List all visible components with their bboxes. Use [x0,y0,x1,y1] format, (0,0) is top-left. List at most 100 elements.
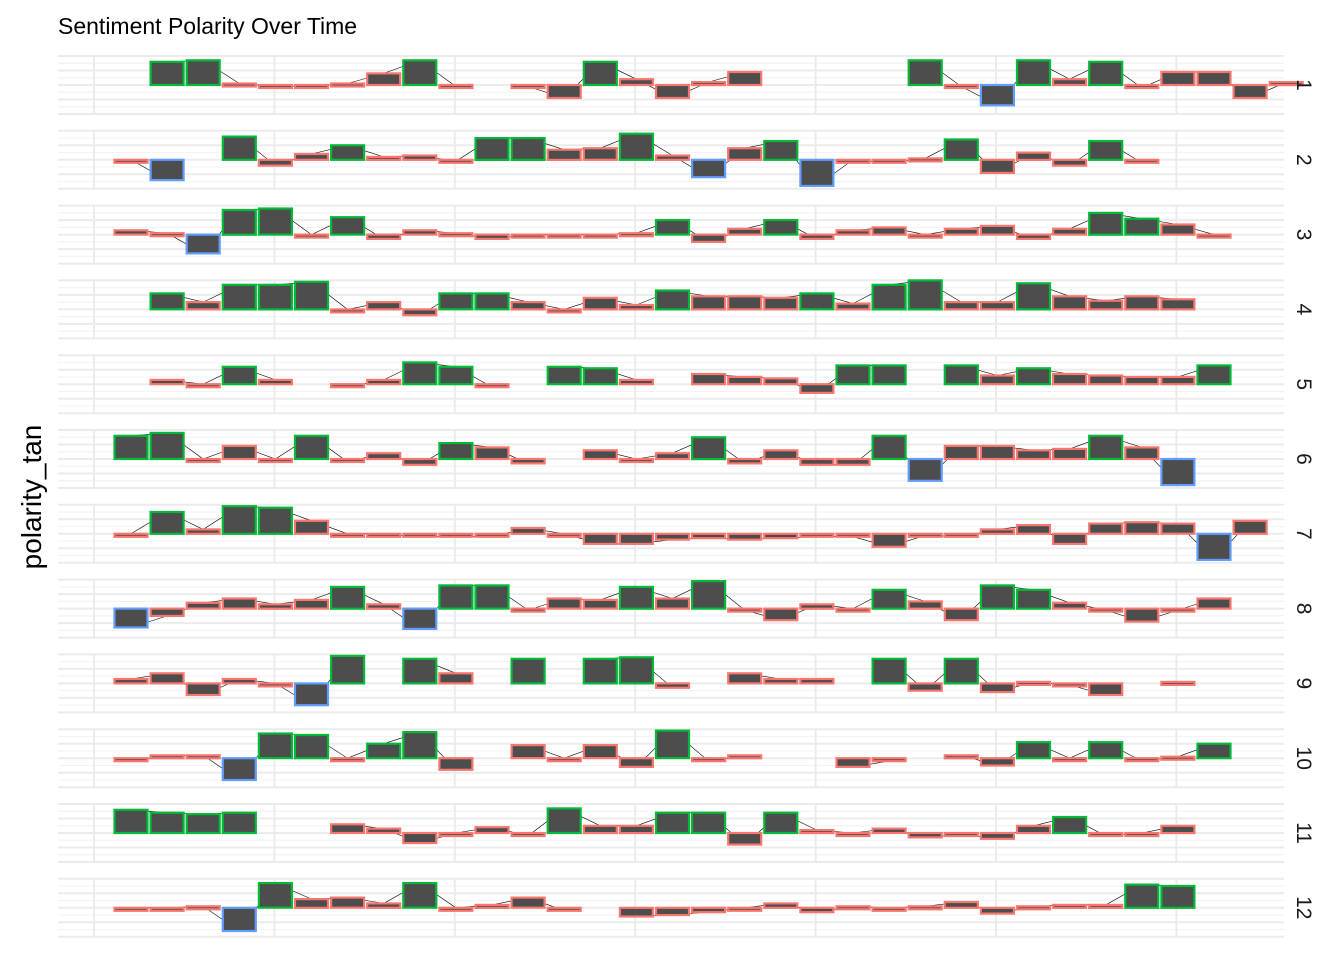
bar-12-2 [149,906,185,912]
bar-6-28 [1088,434,1124,461]
bar-2-11 [474,137,510,162]
bar-7-7 [330,532,366,538]
bar-9-5 [257,682,293,688]
bar-7-11 [474,532,510,538]
bar-2-8 [366,155,402,161]
bar-4-8 [366,301,402,311]
bar-7-23 [907,532,943,538]
bar-6-10 [438,442,474,461]
facet-strip-label: 3 [1292,229,1315,241]
bar-6-5 [257,457,293,464]
bar-6-19 [763,449,799,461]
bar-11-11 [474,826,510,835]
facet-strip-label: 12 [1292,896,1315,919]
bar-7-3 [185,528,221,535]
bar-1-14 [582,60,618,87]
bar-6-11 [474,446,510,461]
bar-3-26 [1015,233,1052,241]
bar-8-26 [1015,588,1052,610]
bar-4-23 [907,279,943,311]
bar-5-4 [221,365,257,386]
bar-4-26 [1015,282,1052,311]
bar-10-7 [330,757,366,763]
bar-6-20 [799,457,835,466]
bar-6-16 [654,452,691,461]
bar-7-27 [1051,532,1088,545]
bar-12-22 [871,906,907,912]
bar-12-19 [763,902,799,909]
bar-5-11 [474,383,510,389]
bar-8-4 [221,597,257,610]
bar-3-23 [907,233,943,239]
facet-strip-label: 11 [1292,822,1315,844]
bar-6-3 [185,457,221,464]
bar-6-9 [402,457,438,466]
bar-12-16 [654,906,691,917]
bar-7-5 [257,506,293,535]
bar-1-12 [510,83,546,90]
bar-7-29 [1124,521,1160,535]
bar-3-6 [293,233,330,239]
bar-7-14 [582,532,618,545]
bar-1-30 [1160,70,1196,87]
bar-2-6 [293,152,330,161]
bar-9-3 [185,682,221,697]
bar-11-14 [582,824,618,835]
bar-6-6 [293,434,330,461]
bar-7-32 [1232,519,1268,535]
bar-9-10 [438,672,474,685]
bar-2-27 [1051,158,1088,167]
facet-panel-4: 4 [58,279,1315,340]
bar-10-13 [546,757,582,763]
bar-9-27 [1051,682,1088,688]
bar-11-23 [907,831,943,839]
bar-8-22 [871,588,907,610]
bar-9-12 [510,657,546,685]
bar-3-18 [727,227,763,236]
bar-9-1 [113,677,149,685]
bar-9-14 [582,657,618,685]
bar-7-22 [871,532,907,548]
bar-8-6 [293,598,330,610]
bar-4-3 [185,301,221,311]
bar-6-25 [979,444,1016,461]
bar-2-12 [510,137,546,162]
bar-5-17 [690,372,727,386]
bar-1-16 [654,83,691,100]
bar-11-17 [690,811,727,835]
bar-10-24 [943,754,979,760]
bar-8-28 [1088,607,1124,613]
facet-strip-label: 6 [1292,453,1315,465]
bar-8-31 [1196,597,1232,610]
bar-4-25 [979,301,1016,311]
bar-6-30 [1160,457,1196,487]
bar-3-30 [1160,223,1196,236]
bar-4-18 [727,295,763,311]
bar-8-7 [330,585,366,610]
bar-2-21 [835,158,871,164]
bar-12-26 [1015,905,1052,911]
bar-3-8 [366,233,402,241]
bar-4-13 [546,308,582,314]
bar-5-5 [257,378,293,386]
bar-9-26 [1015,680,1052,687]
bar-4-24 [943,301,979,311]
bar-6-8 [366,452,402,461]
bar-9-28 [1088,682,1124,697]
bar-1-24 [943,83,979,90]
bar-10-6 [293,733,330,760]
bar-1-18 [727,70,763,87]
bar-10-16 [654,729,691,760]
bar-2-18 [727,147,763,161]
bar-1-13 [546,83,582,100]
bar-5-28 [1088,374,1124,386]
bar-12-25 [979,906,1016,915]
bar-5-8 [366,378,402,386]
bar-8-25 [979,584,1016,610]
bar-3-29 [1124,217,1160,236]
bar-8-3 [185,601,221,610]
bar-11-28 [1088,831,1124,838]
bar-6-15 [618,457,655,464]
bar-2-29 [1124,158,1160,164]
bar-2-15 [618,132,655,161]
